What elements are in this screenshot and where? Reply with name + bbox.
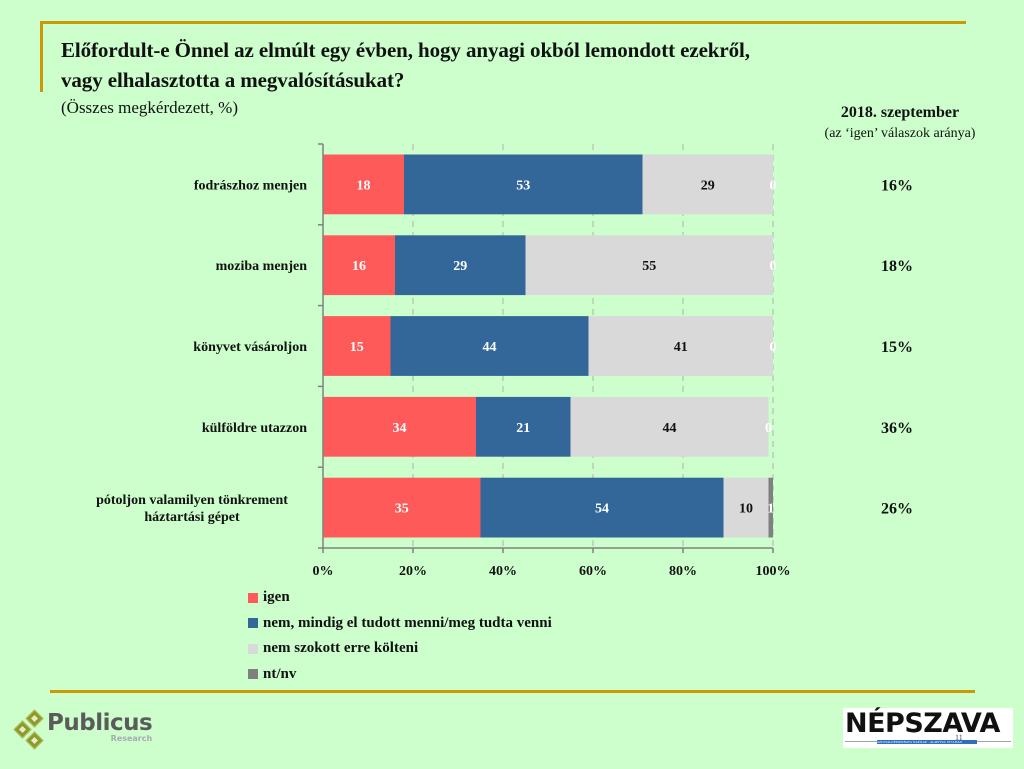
bar-value-label: 55 bbox=[642, 259, 656, 274]
side-column-value: 26% bbox=[881, 501, 913, 518]
bar-segment-nem_szokott bbox=[723, 477, 769, 538]
x-tick-label: 0% bbox=[313, 564, 334, 579]
x-tick-label: 40% bbox=[489, 564, 517, 579]
bar-segment-nem_mindig bbox=[390, 316, 589, 376]
nepszava-name: NÉPSZAVA bbox=[845, 708, 1000, 739]
bar-value-label: 44 bbox=[483, 340, 497, 355]
bar-value-label: 0 bbox=[770, 178, 777, 193]
bar-segment-nem_szokott bbox=[588, 316, 773, 376]
title-line-2: vagy elhalasztotta a megvalósításukat? bbox=[61, 68, 405, 92]
chart-subtitle: (Összes megkérdezett, %) bbox=[61, 98, 239, 117]
publicus-subtitle: Research bbox=[110, 734, 153, 743]
legend-swatch-nem-mindig bbox=[248, 618, 258, 629]
bar-value-label: 0 bbox=[770, 259, 777, 274]
legend-item-nem-szokott: nem szokott erre költeni bbox=[248, 636, 552, 662]
page-number: 11 bbox=[955, 733, 963, 742]
legend-swatch-igen bbox=[248, 592, 258, 603]
bar-segment-igen bbox=[323, 316, 391, 376]
nepszava-logo: NÉPSZAVA SZOCIÁLDEMOKRATA NAPILAP · ALAP… bbox=[843, 708, 1013, 748]
bar-value-label: 41 bbox=[674, 340, 688, 355]
side-column-title: 2018. szeptember bbox=[840, 104, 960, 121]
bar-segment-nem_szokott bbox=[570, 396, 769, 457]
left-rule bbox=[40, 21, 43, 92]
legend-item-nem-mindig: nem, mindig el tudott menni/meg tudta ve… bbox=[248, 611, 552, 637]
bar-segment-nem_mindig bbox=[476, 396, 571, 457]
bar-segment-ntnv bbox=[768, 477, 773, 538]
bottom-rule bbox=[50, 690, 975, 693]
nepszava-tagline: SZOCIÁLDEMOKRATA NAPILAP · ALAPÍTVA 1873… bbox=[877, 740, 977, 744]
bar-value-label: 0 bbox=[770, 340, 777, 355]
legend-label: nem szokott erre költeni bbox=[263, 640, 419, 657]
bar-segment-igen bbox=[323, 154, 404, 215]
legend-label: nt/nv bbox=[263, 665, 297, 682]
bar-value-label: 53 bbox=[516, 178, 530, 193]
publicus-name: Publicus bbox=[47, 710, 153, 736]
bar-value-label: 0 bbox=[765, 421, 772, 436]
bar-segment-igen bbox=[323, 235, 395, 296]
publicus-diamond-icon bbox=[13, 709, 44, 750]
bar-value-label: 21 bbox=[516, 421, 530, 436]
legend-item-igen: igen bbox=[248, 585, 552, 611]
x-tick-label: 60% bbox=[579, 564, 607, 579]
bar-segment-nem_szokott bbox=[642, 154, 773, 215]
side-column-value: 36% bbox=[881, 420, 913, 437]
bar-value-label: 34 bbox=[393, 421, 407, 436]
bar-value-label: 44 bbox=[663, 421, 677, 436]
legend-swatch-nem-szokott bbox=[248, 643, 258, 654]
category-label: fodrászhoz menjen bbox=[194, 178, 307, 193]
bar-value-label: 35 bbox=[395, 502, 409, 517]
side-column-value: 18% bbox=[881, 258, 913, 275]
bar-value-label: 54 bbox=[595, 502, 609, 517]
legend-label: igen bbox=[263, 589, 290, 606]
x-tick-label: 100% bbox=[756, 564, 791, 579]
bar-segment-igen bbox=[323, 396, 476, 457]
x-tick-label: 20% bbox=[399, 564, 427, 579]
bar-value-label: 29 bbox=[701, 178, 715, 193]
category-label: külföldre utazzon bbox=[202, 421, 307, 436]
legend-item-ntnv: nt/nv bbox=[248, 662, 552, 688]
category-label: háztartási gépet bbox=[144, 510, 240, 525]
bar-value-label: 18 bbox=[357, 178, 371, 193]
title-line-1: Előfordult-e Önnel az elmúlt egy évben, … bbox=[61, 38, 750, 62]
bar-segment-nem_mindig bbox=[395, 235, 526, 296]
bar-segment-nem_mindig bbox=[404, 154, 643, 215]
bar-value-label: 10 bbox=[739, 502, 753, 517]
chart-title: Előfordult-e Önnel az elmúlt egy évben, … bbox=[61, 35, 961, 95]
side-column-header: 2018. szeptember (az ‘igen’ válaszok ará… bbox=[790, 102, 1010, 144]
bar-segment-nem_mindig bbox=[480, 477, 724, 538]
category-label: pótoljon valamilyen tönkrement bbox=[96, 493, 288, 508]
legend-swatch-ntnv bbox=[248, 669, 258, 680]
x-tick-label: 80% bbox=[669, 564, 697, 579]
category-label: moziba menjen bbox=[216, 259, 308, 274]
legend: igen nem, mindig el tudott menni/meg tud… bbox=[248, 585, 552, 687]
legend-label: nem, mindig el tudott menni/meg tudta ve… bbox=[263, 614, 552, 631]
bar-value-label: 15 bbox=[350, 340, 364, 355]
bar-segment-igen bbox=[323, 477, 481, 538]
bar-value-label: 29 bbox=[453, 259, 467, 274]
bar-segment-nem_szokott bbox=[525, 235, 773, 296]
bar-value-label: 1 bbox=[767, 502, 774, 517]
top-rule bbox=[40, 21, 966, 24]
side-column-value: 16% bbox=[881, 177, 913, 194]
bar-value-label: 16 bbox=[352, 259, 366, 274]
side-column-subtitle: (az ‘igen’ válaszok aránya) bbox=[824, 126, 976, 141]
publicus-logo: Publicus Research bbox=[13, 709, 153, 750]
category-label: könyvet vásároljon bbox=[193, 340, 307, 355]
side-column-value: 15% bbox=[881, 339, 913, 356]
